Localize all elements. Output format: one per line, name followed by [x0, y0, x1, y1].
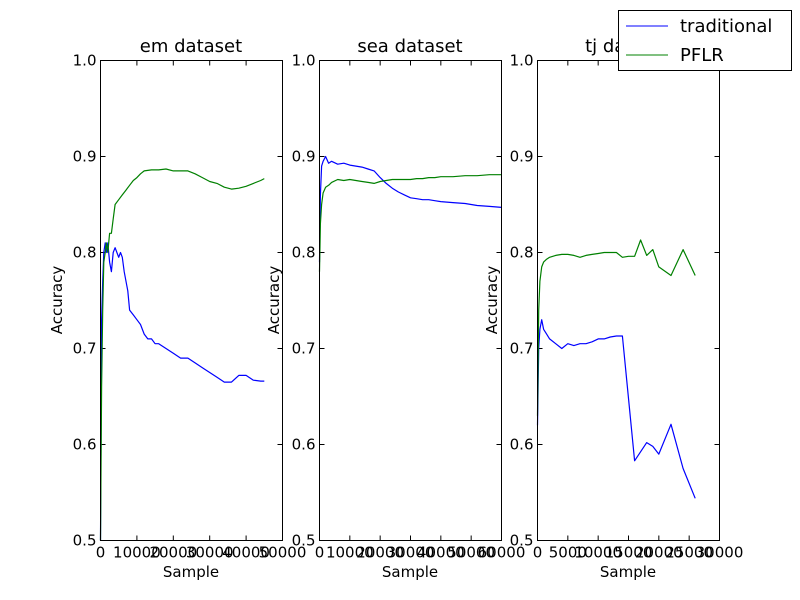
legend: traditional PFLR	[618, 10, 792, 71]
x-tick-label: 30000	[387, 544, 435, 562]
x-tick-label: 60000	[478, 544, 526, 562]
series-group	[536, 239, 696, 499]
x-tick-label: 10000	[326, 544, 374, 562]
x-axis-label: Sample	[163, 563, 219, 581]
y-tick-label: 0.7	[292, 340, 316, 358]
ticks-group: 0.5 0.6 0.7 0.8 0.9 1.0 0 500010000150002000025…	[510, 52, 744, 562]
panel-title: sea dataset	[357, 36, 462, 57]
x-tick-label: 0	[96, 544, 106, 562]
x-tick-label: 20000	[356, 544, 404, 562]
x-tick-label: 0	[315, 544, 325, 562]
y-tick-label: 0.5	[73, 532, 97, 550]
x-tick-label: 30000	[186, 544, 234, 562]
x-tick-label: 50000	[259, 544, 307, 562]
axes-frame	[100, 60, 283, 541]
y-tick-label: 0.5	[292, 532, 316, 550]
x-tick-label: 15000	[605, 544, 653, 562]
axes-frame	[537, 60, 720, 541]
y-axis-label: Accuracy	[48, 266, 66, 335]
x-tick-label: 10000	[113, 544, 161, 562]
x-tick-label: 10000	[574, 544, 622, 562]
series-line-pflr	[536, 239, 696, 416]
y-tick-label: 0.8	[292, 244, 316, 262]
y-tick-label: 1.0	[73, 52, 97, 70]
series-line-traditional	[536, 319, 696, 499]
y-tick-label: 0.8	[510, 244, 534, 262]
x-tick-label: 40000	[417, 544, 465, 562]
y-tick-label: 0.5	[510, 532, 534, 550]
legend-box	[618, 10, 792, 71]
ticks-group: 0.5 0.6 0.7 0.8 0.9 1.0 0 100002000030000400005…	[292, 52, 526, 562]
y-tick-label: 0.9	[510, 148, 534, 166]
y-tick-label: 1.0	[510, 52, 534, 70]
panel-title: em dataset	[140, 36, 242, 57]
y-tick-label: 0.6	[510, 436, 534, 454]
series-group	[99, 168, 265, 541]
x-tick-label: 25000	[665, 544, 713, 562]
sea-dataset-panel: sea dataset Sample Accuracy 0.5 0.6 0.7 0.8…	[265, 36, 525, 581]
y-tick-label: 0.9	[73, 148, 97, 166]
series-line-traditional	[99, 242, 265, 541]
ticks-group: 0.5 0.6 0.7 0.8 0.9 1.0 0 100002000030000400005…	[73, 52, 307, 562]
legend-label-pflr: PFLR	[680, 45, 724, 66]
axes-frame	[319, 60, 502, 541]
y-axis-label: Accuracy	[265, 266, 283, 335]
series-line-pflr	[99, 168, 265, 541]
y-tick-label: 0.7	[510, 340, 534, 358]
x-tick-label: 40000	[222, 544, 270, 562]
series-line-traditional	[318, 155, 502, 263]
x-tick-label: 20000	[635, 544, 683, 562]
x-tick-label: 50000	[447, 544, 495, 562]
tj-dataset-panel: tj dataset Sample Accuracy 0.50.60.70.80…	[483, 36, 743, 581]
y-tick-label: 0.8	[73, 244, 97, 262]
y-tick-label: 0.6	[73, 436, 97, 454]
em-dataset-panel: em dataset Sample Accuracy 0.50.60.70.80…	[48, 36, 306, 581]
x-axis-label: Sample	[382, 563, 438, 581]
x-tick-label: 20000	[149, 544, 197, 562]
series-line-pflr	[318, 174, 502, 272]
y-tick-label: 0.7	[73, 340, 97, 358]
series-group	[318, 155, 502, 272]
x-tick-label: 5000	[549, 544, 587, 562]
y-tick-label: 0.6	[292, 436, 316, 454]
y-axis-label: Accuracy	[483, 266, 501, 335]
x-tick-label: 30000	[696, 544, 744, 562]
y-tick-label: 0.9	[292, 148, 316, 166]
y-tick-label: 1.0	[292, 52, 316, 70]
x-tick-label: 0	[533, 544, 543, 562]
x-axis-label: Sample	[600, 563, 656, 581]
legend-label-traditional: traditional	[680, 16, 772, 37]
